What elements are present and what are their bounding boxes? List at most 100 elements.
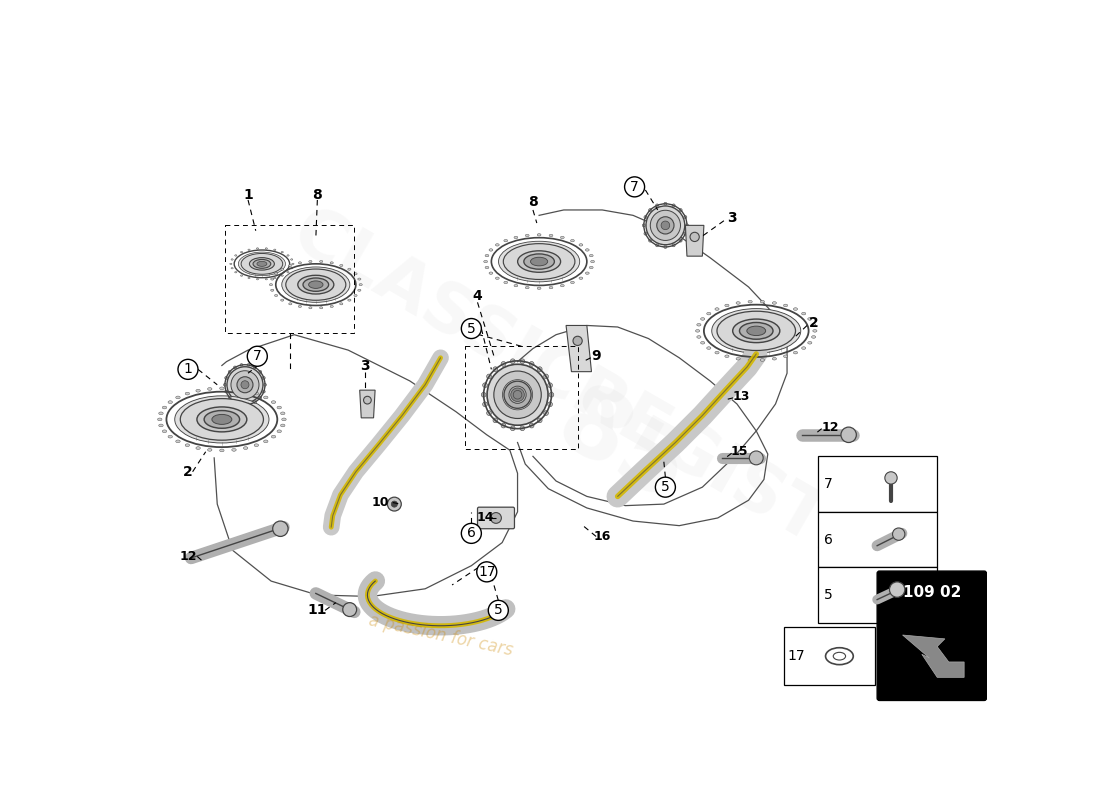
Ellipse shape (292, 263, 294, 265)
Text: 1: 1 (243, 187, 253, 202)
Ellipse shape (282, 267, 350, 302)
Ellipse shape (288, 303, 292, 305)
Circle shape (646, 206, 685, 245)
Ellipse shape (793, 351, 798, 354)
Text: 6: 6 (466, 526, 476, 540)
Ellipse shape (302, 278, 329, 291)
Circle shape (672, 204, 675, 207)
Ellipse shape (309, 261, 312, 262)
Text: 85: 85 (540, 376, 703, 524)
Ellipse shape (485, 254, 488, 257)
Circle shape (273, 521, 288, 537)
Text: 5: 5 (494, 603, 503, 618)
Ellipse shape (275, 294, 277, 297)
Ellipse shape (739, 322, 773, 339)
Ellipse shape (706, 346, 711, 350)
Ellipse shape (282, 275, 284, 276)
Circle shape (657, 217, 674, 234)
Circle shape (241, 381, 249, 389)
Ellipse shape (271, 278, 274, 280)
Circle shape (487, 364, 548, 426)
Ellipse shape (234, 271, 236, 273)
Circle shape (520, 372, 524, 375)
Text: 3: 3 (727, 210, 736, 225)
Ellipse shape (280, 299, 284, 301)
Circle shape (476, 562, 497, 582)
Text: 2: 2 (810, 316, 818, 330)
Ellipse shape (490, 272, 493, 274)
Ellipse shape (256, 248, 258, 249)
Ellipse shape (358, 289, 361, 291)
Text: 15: 15 (730, 446, 748, 458)
Ellipse shape (514, 285, 518, 287)
Ellipse shape (243, 390, 248, 392)
Circle shape (690, 232, 700, 242)
Ellipse shape (250, 258, 274, 270)
Text: 7: 7 (253, 350, 262, 363)
Ellipse shape (168, 435, 173, 438)
Ellipse shape (196, 446, 200, 450)
Ellipse shape (504, 244, 575, 279)
Circle shape (749, 451, 763, 465)
Ellipse shape (736, 302, 740, 304)
Polygon shape (902, 635, 964, 678)
Text: 7: 7 (824, 477, 833, 491)
Ellipse shape (274, 249, 276, 250)
Ellipse shape (359, 284, 362, 286)
Circle shape (529, 362, 534, 366)
Ellipse shape (272, 401, 276, 403)
Ellipse shape (537, 287, 541, 290)
Ellipse shape (185, 444, 189, 446)
Ellipse shape (158, 424, 163, 427)
Ellipse shape (208, 387, 212, 390)
Text: CLASSICREGISTER: CLASSICREGISTER (279, 198, 925, 610)
Circle shape (664, 246, 667, 249)
Ellipse shape (264, 440, 268, 442)
Circle shape (387, 497, 402, 511)
Ellipse shape (490, 249, 493, 251)
Ellipse shape (320, 261, 322, 262)
Circle shape (461, 318, 482, 338)
Ellipse shape (813, 330, 817, 332)
Ellipse shape (275, 273, 277, 275)
Circle shape (892, 528, 905, 540)
Ellipse shape (264, 396, 268, 399)
Text: 4: 4 (473, 289, 483, 303)
Ellipse shape (530, 258, 548, 266)
Ellipse shape (524, 254, 554, 269)
Ellipse shape (298, 306, 301, 307)
Ellipse shape (232, 387, 236, 390)
Circle shape (483, 402, 487, 406)
Circle shape (625, 177, 645, 197)
Text: 16: 16 (594, 530, 610, 543)
Ellipse shape (733, 319, 780, 342)
Circle shape (228, 396, 231, 399)
Ellipse shape (807, 318, 812, 320)
Circle shape (529, 376, 532, 379)
Circle shape (529, 423, 534, 428)
Ellipse shape (695, 330, 700, 332)
FancyBboxPatch shape (818, 512, 937, 567)
Ellipse shape (715, 308, 719, 310)
Ellipse shape (717, 311, 795, 350)
Ellipse shape (254, 392, 258, 395)
Ellipse shape (208, 449, 212, 451)
Ellipse shape (265, 278, 267, 280)
Text: 6: 6 (824, 533, 833, 546)
Text: 109 02: 109 02 (903, 585, 961, 600)
Circle shape (240, 364, 243, 366)
Ellipse shape (280, 268, 284, 270)
Ellipse shape (812, 336, 816, 338)
Ellipse shape (783, 355, 788, 358)
Ellipse shape (197, 407, 246, 432)
Circle shape (514, 390, 521, 399)
Circle shape (656, 204, 659, 207)
Circle shape (343, 602, 356, 617)
Ellipse shape (232, 449, 236, 451)
Ellipse shape (812, 323, 816, 326)
Text: 12: 12 (179, 550, 197, 563)
Ellipse shape (526, 234, 529, 237)
Ellipse shape (163, 406, 167, 409)
Circle shape (573, 336, 582, 346)
Ellipse shape (157, 418, 162, 421)
